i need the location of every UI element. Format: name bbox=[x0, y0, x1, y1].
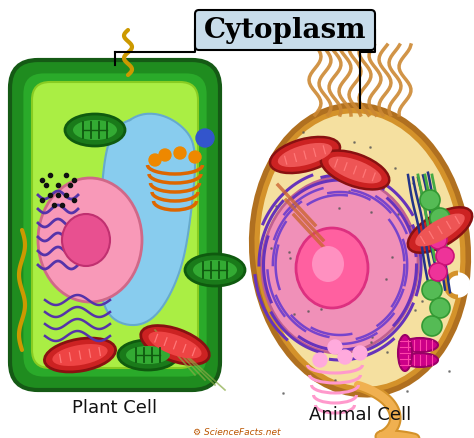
Ellipse shape bbox=[429, 231, 447, 249]
Ellipse shape bbox=[262, 177, 418, 353]
Ellipse shape bbox=[141, 325, 209, 364]
Text: Animal Cell: Animal Cell bbox=[309, 406, 411, 424]
Ellipse shape bbox=[321, 151, 389, 189]
FancyBboxPatch shape bbox=[10, 60, 220, 390]
Ellipse shape bbox=[430, 298, 450, 318]
Circle shape bbox=[174, 147, 186, 159]
Ellipse shape bbox=[62, 214, 110, 266]
Ellipse shape bbox=[73, 120, 117, 140]
Circle shape bbox=[196, 129, 214, 147]
Ellipse shape bbox=[45, 338, 116, 372]
Ellipse shape bbox=[422, 316, 442, 336]
Ellipse shape bbox=[148, 332, 201, 358]
Circle shape bbox=[446, 273, 470, 297]
Circle shape bbox=[353, 346, 367, 360]
Text: ⚙ ScienceFacts.net: ⚙ ScienceFacts.net bbox=[193, 427, 281, 437]
Ellipse shape bbox=[270, 137, 340, 173]
Ellipse shape bbox=[420, 190, 440, 210]
Circle shape bbox=[313, 353, 327, 367]
Ellipse shape bbox=[312, 246, 344, 282]
Ellipse shape bbox=[296, 228, 368, 308]
Ellipse shape bbox=[118, 340, 178, 370]
Ellipse shape bbox=[193, 260, 237, 280]
Ellipse shape bbox=[402, 338, 438, 352]
Circle shape bbox=[189, 151, 201, 163]
Ellipse shape bbox=[415, 214, 465, 247]
Ellipse shape bbox=[260, 113, 460, 387]
Ellipse shape bbox=[126, 346, 170, 364]
Text: Cytoplasm: Cytoplasm bbox=[204, 17, 366, 43]
Circle shape bbox=[328, 340, 342, 354]
Ellipse shape bbox=[252, 105, 468, 395]
FancyBboxPatch shape bbox=[22, 72, 208, 378]
Text: Plant Cell: Plant Cell bbox=[73, 399, 157, 417]
FancyBboxPatch shape bbox=[195, 10, 375, 50]
Ellipse shape bbox=[398, 335, 412, 371]
Circle shape bbox=[149, 154, 161, 166]
Circle shape bbox=[159, 149, 171, 161]
Circle shape bbox=[338, 350, 352, 364]
Ellipse shape bbox=[429, 263, 447, 281]
Polygon shape bbox=[99, 114, 195, 325]
Ellipse shape bbox=[65, 114, 125, 146]
Ellipse shape bbox=[430, 208, 450, 228]
Ellipse shape bbox=[328, 156, 382, 184]
Ellipse shape bbox=[422, 280, 442, 300]
Ellipse shape bbox=[52, 344, 108, 366]
FancyBboxPatch shape bbox=[32, 82, 198, 368]
Ellipse shape bbox=[38, 178, 142, 302]
Ellipse shape bbox=[436, 247, 454, 265]
Ellipse shape bbox=[185, 254, 245, 286]
Ellipse shape bbox=[402, 353, 438, 367]
Ellipse shape bbox=[408, 207, 472, 253]
Ellipse shape bbox=[278, 143, 332, 167]
